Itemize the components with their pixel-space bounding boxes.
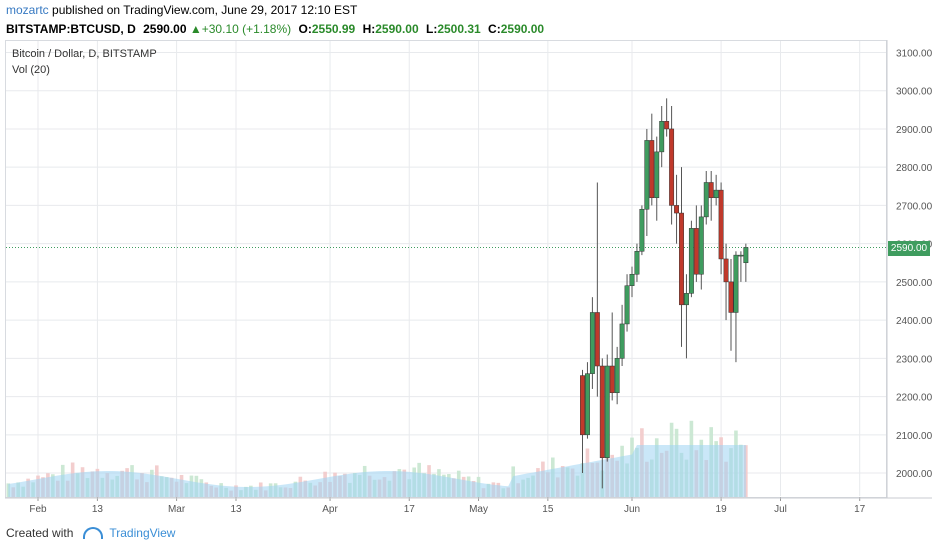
candle-body — [693, 228, 699, 275]
symbol-label: BITSTAMP:BTCUSD, D — [6, 22, 136, 36]
created-with-label: Created with — [6, 526, 74, 540]
low-value: 2500.31 — [437, 22, 481, 36]
x-tick-label: 15 — [542, 504, 554, 515]
y-tick-label: 2100.00 — [896, 431, 932, 442]
y-tick-label: 2900.00 — [896, 125, 932, 136]
candle-body — [733, 254, 739, 313]
close-label: C: — [488, 22, 501, 36]
candle-body — [688, 228, 694, 294]
candle-body — [589, 312, 595, 374]
candle-body — [644, 140, 650, 210]
volume-legend: Vol (20) — [12, 64, 50, 76]
candle-body — [669, 128, 675, 206]
footer: Created with TradingView — [6, 526, 175, 540]
x-tick-label: Mar — [168, 504, 186, 515]
candle-body — [738, 254, 744, 257]
tradingview-logo-icon — [83, 527, 104, 539]
candle-body — [708, 182, 714, 199]
y-tick-label: 2700.00 — [896, 201, 932, 212]
close-value: 2590.00 — [500, 22, 545, 36]
x-tick-label: 19 — [716, 504, 728, 515]
candle-body — [698, 216, 704, 275]
y-tick-label: 2500.00 — [896, 278, 932, 289]
high-value: 2590.00 — [375, 22, 419, 36]
candle-body — [649, 140, 655, 199]
candle-body — [654, 151, 660, 199]
symbol-bar: BITSTAMP:BTCUSD, D 2590.00 ▲+30.10 (+1.1… — [6, 22, 544, 36]
x-tick-label: 17 — [404, 504, 416, 515]
candle-body — [599, 365, 605, 459]
x-tick-label: 13 — [92, 504, 104, 515]
x-tick-label: Feb — [29, 504, 47, 515]
open-label: O: — [298, 22, 312, 36]
candle-body — [659, 121, 665, 153]
x-tick-label: Jul — [774, 504, 787, 515]
x-tick-label: May — [469, 504, 488, 515]
x-tick-label: Apr — [322, 504, 338, 515]
publish-info: mozartc published on TradingView.com, Ju… — [6, 3, 357, 17]
volume-ma-area — [8, 445, 746, 497]
candle-body — [594, 312, 600, 367]
candle-body — [674, 205, 679, 214]
author-link[interactable]: mozartc — [6, 3, 49, 17]
low-label: L: — [425, 22, 438, 36]
candle-body — [639, 208, 645, 252]
x-tick-label: 17 — [854, 504, 866, 515]
x-tick-label: Jun — [624, 504, 640, 515]
y-tick-label: 2400.00 — [896, 316, 932, 327]
open-value: 2550.99 — [311, 22, 356, 36]
candle-body — [580, 375, 585, 436]
last-price: 2590.00 — [143, 22, 187, 36]
y-tick-label: 2000.00 — [896, 469, 932, 480]
y-tick-label: 2800.00 — [896, 163, 932, 174]
candle-body — [664, 121, 670, 130]
published-text: published on TradingView.com, June 29, 2… — [52, 3, 358, 17]
y-tick-label: 3000.00 — [896, 87, 932, 98]
candle-body — [679, 212, 684, 306]
candle-body — [614, 358, 620, 394]
candle-body — [743, 247, 749, 264]
candle-body — [604, 365, 610, 459]
y-tick-label: 3100.00 — [896, 48, 932, 59]
tradingview-brand-link[interactable]: TradingView — [109, 526, 176, 540]
change-up-icon: ▲ — [189, 22, 202, 36]
candle-body — [629, 273, 635, 286]
change-value: +30.10 (+1.18%) — [201, 22, 292, 36]
last-price-tag: 2590.00 — [888, 241, 930, 256]
candle-body — [619, 323, 625, 359]
high-label: H: — [362, 22, 376, 36]
candle-body — [684, 293, 689, 306]
chart-legend-title: Bitcoin / Dollar, D, BITSTAMP — [12, 48, 157, 60]
y-tick-label: 2200.00 — [896, 393, 932, 404]
candle-body — [585, 373, 590, 436]
candle-body — [703, 182, 709, 218]
candle-body — [718, 189, 724, 260]
candle-body — [713, 189, 719, 199]
candle-body — [609, 365, 615, 394]
candle-body — [634, 251, 640, 275]
candle-body — [624, 285, 630, 325]
candle-body — [723, 258, 729, 283]
candle-body — [728, 281, 734, 313]
x-tick-label: 13 — [230, 504, 242, 515]
y-tick-label: 2300.00 — [896, 354, 932, 365]
